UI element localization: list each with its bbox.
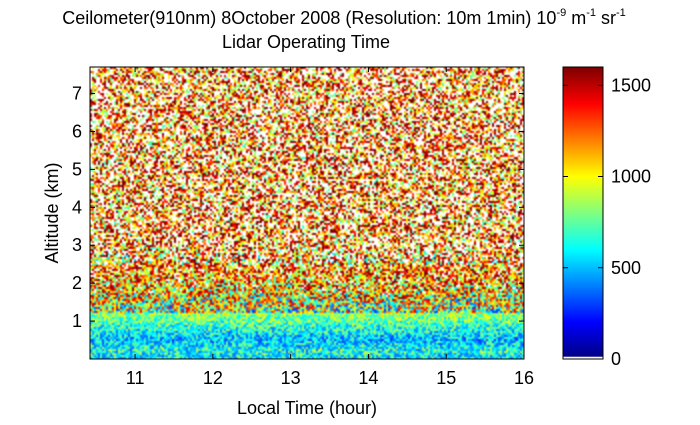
chart-title-exp3: -1 <box>616 7 626 19</box>
x-tick-label: 13 <box>281 368 301 388</box>
y-axis-ticks: 1 2 3 4 5 6 7 <box>72 84 524 331</box>
chart-title: Ceilometer(910nm) 8October 2008 (Resolut… <box>62 7 626 28</box>
x-tick-label: 11 <box>126 368 145 388</box>
chart-title-exp1: -9 <box>556 7 566 19</box>
colorbar-tick-label: 0 <box>611 349 621 369</box>
colorbar-ticks: 0 500 1000 1500 <box>563 75 651 369</box>
chart-title-main: Ceilometer(910nm) 8October 2008 (Resolut… <box>62 8 556 28</box>
y-tick-label: 4 <box>72 197 82 217</box>
plot-frame <box>89 66 525 360</box>
y-tick-label: 6 <box>72 121 82 141</box>
colorbar-frame <box>562 66 604 360</box>
x-tick-label: 14 <box>358 368 378 388</box>
heatmap-plot-area <box>89 66 525 360</box>
y-axis-label: Altitude (km) <box>42 162 62 263</box>
colorbar-gradient <box>563 67 603 359</box>
chart-subtitle: Lidar Operating Time <box>222 32 390 52</box>
x-tick-label: 12 <box>203 368 223 388</box>
colorbar: 0 500 1000 1500 <box>562 66 651 369</box>
y-tick-label: 5 <box>72 159 82 179</box>
chart-title-unit-sr: sr <box>596 8 616 28</box>
x-tick-label: 16 <box>514 368 534 388</box>
chart-title-exp2: -1 <box>586 7 596 19</box>
y-tick-label: 7 <box>72 84 82 104</box>
y-tick-label: 2 <box>72 273 82 293</box>
x-tick-label: 15 <box>436 368 456 388</box>
y-tick-label: 3 <box>72 235 82 255</box>
colorbar-tick-label: 1500 <box>611 75 651 95</box>
x-axis-ticks: 11 12 13 14 15 16 <box>126 67 534 388</box>
colorbar-tick-label: 500 <box>611 258 641 278</box>
chart-title-unit-m: m <box>566 8 586 28</box>
heatmap-image <box>90 67 524 359</box>
x-axis-label: Local Time (hour) <box>237 398 377 418</box>
y-tick-label: 1 <box>72 311 82 331</box>
colorbar-tick-label: 1000 <box>611 167 651 187</box>
